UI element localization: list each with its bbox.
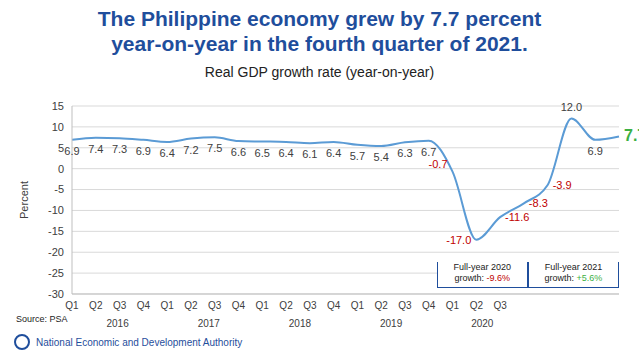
svg-text:2016: 2016 xyxy=(106,318,129,329)
svg-text:6.3: 6.3 xyxy=(397,147,412,159)
svg-text:-25: -25 xyxy=(48,267,64,279)
svg-text:Q2: Q2 xyxy=(375,300,389,311)
svg-text:Q3: Q3 xyxy=(303,300,317,311)
svg-text:Q4: Q4 xyxy=(422,300,436,311)
svg-text:-5: -5 xyxy=(54,183,64,195)
svg-text:-0.7: -0.7 xyxy=(429,158,448,170)
svg-text:7.4: 7.4 xyxy=(88,143,103,155)
svg-text:Q2: Q2 xyxy=(279,300,293,311)
svg-text:2018: 2018 xyxy=(289,318,312,329)
svg-text:7.7: 7.7 xyxy=(624,127,639,144)
svg-text:Q4: Q4 xyxy=(137,300,151,311)
svg-text:Q2: Q2 xyxy=(184,300,198,311)
html-text:Real GDP growth rate (year-on-: Real GDP growth rate (year-on-year) xyxy=(204,64,435,80)
svg-text:-15: -15 xyxy=(48,225,64,237)
html-text:Full-year 2020 growth: -9.6%: Full-year 2020 growth: -9.6% xyxy=(453,262,511,283)
svg-text:6.7: 6.7 xyxy=(421,146,436,158)
svg-text:-10: -10 xyxy=(48,204,64,216)
svg-text:-8.3: -8.3 xyxy=(529,197,548,209)
svg-text:Q4: Q4 xyxy=(327,300,341,311)
svg-text:7.5: 7.5 xyxy=(207,142,222,154)
svg-text:Q1: Q1 xyxy=(351,300,365,311)
svg-text:Q4: Q4 xyxy=(232,300,246,311)
svg-text:12.0: 12.0 xyxy=(561,101,582,113)
svg-text:-3.9: -3.9 xyxy=(553,179,572,191)
html-text:Source: PSA: Source: PSA xyxy=(16,314,68,324)
svg-text:2020: 2020 xyxy=(471,318,494,329)
svg-text:6.9: 6.9 xyxy=(588,145,603,157)
svg-text:6.4: 6.4 xyxy=(159,147,174,159)
svg-text:6.9: 6.9 xyxy=(64,145,79,157)
svg-text:6.5: 6.5 xyxy=(255,147,270,159)
svg-text:10: 10 xyxy=(52,121,64,133)
svg-text:-11.6: -11.6 xyxy=(505,211,529,223)
svg-text:Percent: Percent xyxy=(18,181,30,219)
svg-text:-17.0: -17.0 xyxy=(446,234,471,246)
svg-text:Q1: Q1 xyxy=(256,300,270,311)
svg-text:Q3: Q3 xyxy=(208,300,222,311)
svg-text:5.7: 5.7 xyxy=(350,150,365,162)
html-text:The Philippine economy grew by: The Philippine economy grew by 7.7 perce… xyxy=(97,7,542,55)
svg-text:2019: 2019 xyxy=(380,318,403,329)
html-text:Full-year 2021 growth: +5.6%: Full-year 2021 growth: +5.6% xyxy=(544,262,603,283)
svg-text:6.9: 6.9 xyxy=(136,145,151,157)
svg-text:6.4: 6.4 xyxy=(278,147,293,159)
svg-text:0: 0 xyxy=(58,163,64,175)
svg-text:Q1: Q1 xyxy=(160,300,174,311)
svg-text:6.1: 6.1 xyxy=(302,148,317,160)
svg-text:6.6: 6.6 xyxy=(231,146,246,158)
svg-text:6.4: 6.4 xyxy=(326,147,341,159)
svg-text:5: 5 xyxy=(58,142,64,154)
html-text:National Economic and Developm: National Economic and Development Author… xyxy=(36,336,243,348)
svg-text:-20: -20 xyxy=(48,246,64,258)
svg-text:Q3: Q3 xyxy=(113,300,127,311)
svg-text:Q3: Q3 xyxy=(398,300,412,311)
svg-text:-30: -30 xyxy=(48,288,64,300)
svg-text:Q1: Q1 xyxy=(65,300,79,311)
svg-text:5.4: 5.4 xyxy=(374,151,389,163)
svg-text:Q3: Q3 xyxy=(493,300,507,311)
svg-text:2017: 2017 xyxy=(198,318,221,329)
svg-text:15: 15 xyxy=(52,100,64,112)
svg-text:7.2: 7.2 xyxy=(183,144,198,156)
svg-text:Q2: Q2 xyxy=(470,300,484,311)
svg-text:7.3: 7.3 xyxy=(112,143,127,155)
svg-text:Q1: Q1 xyxy=(446,300,460,311)
svg-text:Q2: Q2 xyxy=(89,300,103,311)
